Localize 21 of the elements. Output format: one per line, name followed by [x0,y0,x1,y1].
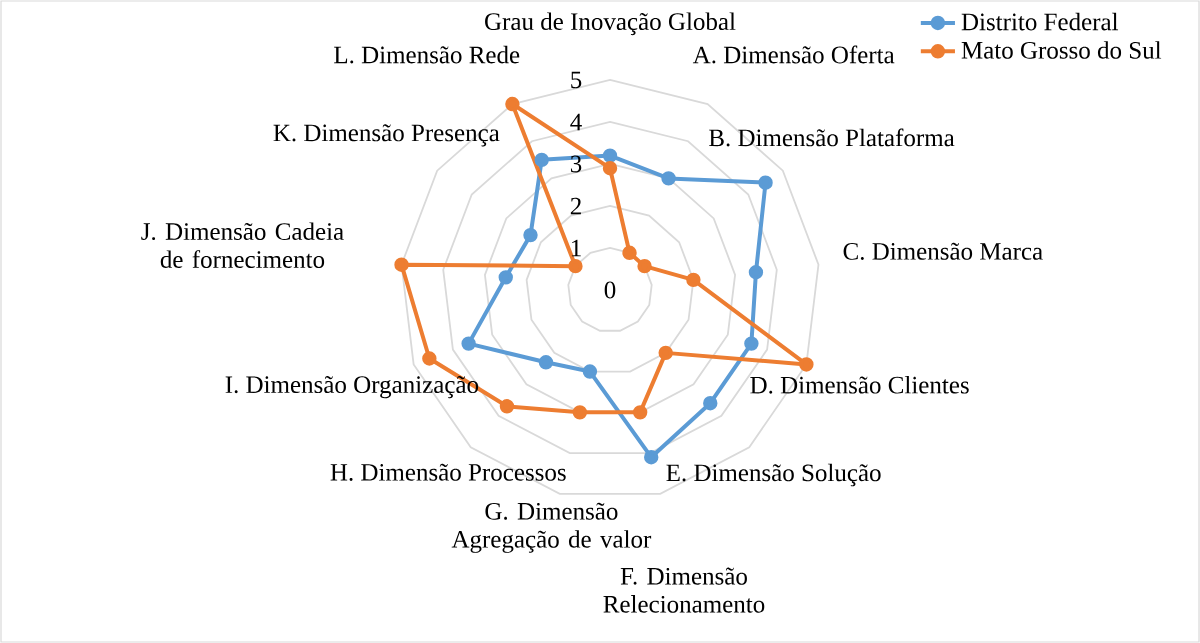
spoke-label: G. Dimensão Agregação de valor [451,502,652,553]
y-tick-label: 1 [571,239,581,257]
spoke-label: D. Dimensão Clientes [750,376,969,394]
spoke-label: J. Dimensão Cadeia de fornecimento [141,222,344,268]
spoke-label: C. Dimensão Marca [843,242,1043,260]
y-tick-label: 4 [570,113,582,131]
spoke-label: I. Dimensão Organização [225,376,479,399]
legend-label: Mato Grosso do Sul [961,41,1162,59]
spoke-label: F. Dimensão Relecionamento [603,567,765,613]
spoke-label: A. Dimensão Oferta [692,45,895,64]
spoke-label: H. Dimensão Processos [330,463,566,481]
y-tick-label: 5 [571,71,582,89]
spoke-label: E. Dimensão Solução [666,463,881,487]
spoke-label: Grau de Inovação Global [485,12,736,36]
y-tick-label: 2 [570,197,581,215]
spoke-label: B. Dimensão Plataforma [709,128,955,147]
y-tick-label: 0 [604,281,616,299]
spoke-label: L. Dimensão Rede [334,45,520,64]
legend-label: Distrito Federal [961,12,1119,31]
y-tick-label: 3 [570,155,582,173]
spoke-label: K. Dimensão Presença [273,124,500,147]
